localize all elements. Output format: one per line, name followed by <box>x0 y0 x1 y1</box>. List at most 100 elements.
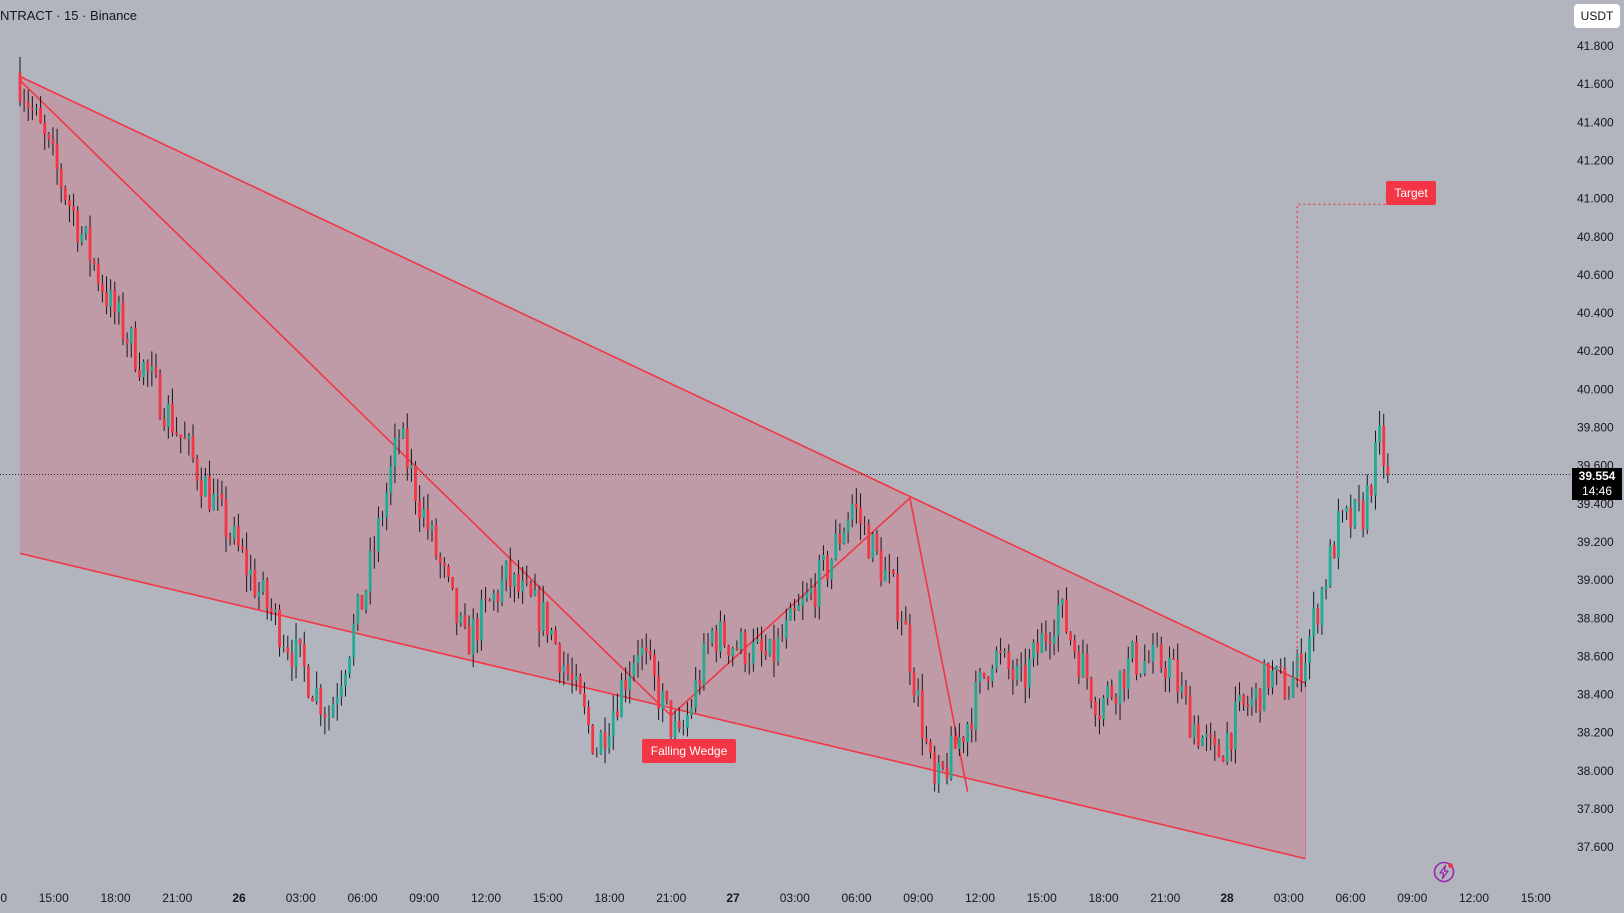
time-tick-label: 09:00 <box>1397 891 1427 905</box>
candle-body <box>974 682 978 730</box>
price-axis[interactable]: 41.800 41.600 41.400 41.200 41.000 40.800 40.6… <box>1577 39 1614 854</box>
price-tick-label: 37.800 <box>1577 802 1614 816</box>
candle-body <box>529 583 533 596</box>
candle-body <box>401 428 405 438</box>
candle-body <box>719 621 722 652</box>
time-tick-label: 12:00 <box>471 891 501 905</box>
candle-body <box>1295 653 1299 678</box>
candle-body <box>1151 644 1155 662</box>
candle-body <box>1266 662 1270 688</box>
candle-body <box>1378 425 1381 443</box>
candle-body <box>175 432 178 435</box>
candle-body <box>583 693 586 707</box>
candle-body <box>616 710 619 717</box>
candle-body <box>842 532 846 544</box>
candle-body <box>451 576 454 589</box>
candle-body <box>1077 651 1081 677</box>
candle-body <box>797 605 801 611</box>
candle-body <box>945 767 949 779</box>
time-axis[interactable]: 12:00 15:00 18:00 21:00 26 03:00 06:00 09:00 12:… <box>0 891 1551 905</box>
lightning-bolt-icon[interactable] <box>1433 861 1455 883</box>
candle-body <box>249 569 253 575</box>
candle-body <box>463 615 467 627</box>
candle-body <box>1011 669 1015 680</box>
candle-body <box>422 508 426 519</box>
candle-body <box>154 366 158 374</box>
candle-body <box>125 339 129 344</box>
candle-body <box>1073 640 1077 652</box>
price-tick-label: 40.200 <box>1577 344 1614 358</box>
candle-body <box>1069 632 1072 641</box>
candle-body <box>714 630 718 652</box>
candle-body <box>1312 608 1316 637</box>
candle-body <box>315 687 319 702</box>
candle-body <box>1365 485 1369 530</box>
target-label[interactable]: Target <box>1386 181 1436 205</box>
candle-body <box>929 741 932 753</box>
candle-body <box>467 626 471 655</box>
candle-body <box>265 580 269 609</box>
candle-body <box>364 591 368 610</box>
candle-body <box>611 710 615 737</box>
candle-body <box>1221 757 1225 762</box>
candle-body <box>1275 666 1278 671</box>
price-tick-label: 39.400 <box>1577 497 1614 511</box>
candle-body <box>706 642 710 644</box>
candle-body <box>599 731 603 755</box>
candle-body <box>525 580 529 584</box>
time-tick-label: 15:00 <box>1521 891 1551 905</box>
candle-body <box>504 561 508 580</box>
candle-body <box>603 731 607 749</box>
candle-body <box>986 676 990 682</box>
candle-body <box>1279 666 1283 668</box>
currency-button[interactable]: USDT <box>1574 4 1620 28</box>
time-tick-label: 27 <box>726 891 740 905</box>
candle-body <box>35 107 38 110</box>
candle-body <box>784 620 788 639</box>
candle-body <box>195 458 199 481</box>
candle-body <box>311 697 314 702</box>
candle-body <box>628 676 632 690</box>
candle-body <box>764 651 768 655</box>
candle-body <box>545 602 549 635</box>
candle-body <box>187 436 191 439</box>
candle-body <box>1283 667 1287 699</box>
candle-body <box>554 630 557 644</box>
candle-body <box>990 668 994 682</box>
candle-body <box>896 573 899 622</box>
candle-body <box>101 283 104 292</box>
candle-body <box>434 524 438 557</box>
falling-wedge-label[interactable]: Falling Wedge <box>642 739 736 763</box>
candle-body <box>475 618 479 641</box>
candle-body <box>1205 734 1208 738</box>
candle-body <box>1386 465 1390 475</box>
candle-body <box>826 555 829 580</box>
candle-body <box>809 587 813 593</box>
candle-body <box>117 302 121 313</box>
candle-body <box>1324 585 1328 589</box>
candle-body <box>846 519 850 533</box>
candle-body <box>850 503 854 520</box>
candle-body <box>1242 694 1246 705</box>
candle-body <box>751 641 755 664</box>
candle-body <box>179 434 183 438</box>
candle-body <box>1328 545 1332 586</box>
candle-body <box>1007 651 1011 670</box>
symbol-title: NTRACT · 15 · Binance <box>0 8 138 23</box>
time-tick-label: 09:00 <box>903 891 933 905</box>
candle-body <box>867 524 871 559</box>
candle-body <box>199 480 203 497</box>
candle-body <box>30 107 34 110</box>
candle-body <box>982 672 986 677</box>
candle-body <box>912 672 916 696</box>
candle-body <box>344 673 347 687</box>
candle-body <box>838 533 842 544</box>
candle-body <box>1349 507 1353 527</box>
time-tick-label: 12:00 <box>1459 891 1489 905</box>
candle-body <box>1250 698 1254 708</box>
candle-body <box>1271 670 1274 688</box>
candle-body <box>1122 670 1126 690</box>
price-tick-label: 40.600 <box>1577 268 1614 282</box>
